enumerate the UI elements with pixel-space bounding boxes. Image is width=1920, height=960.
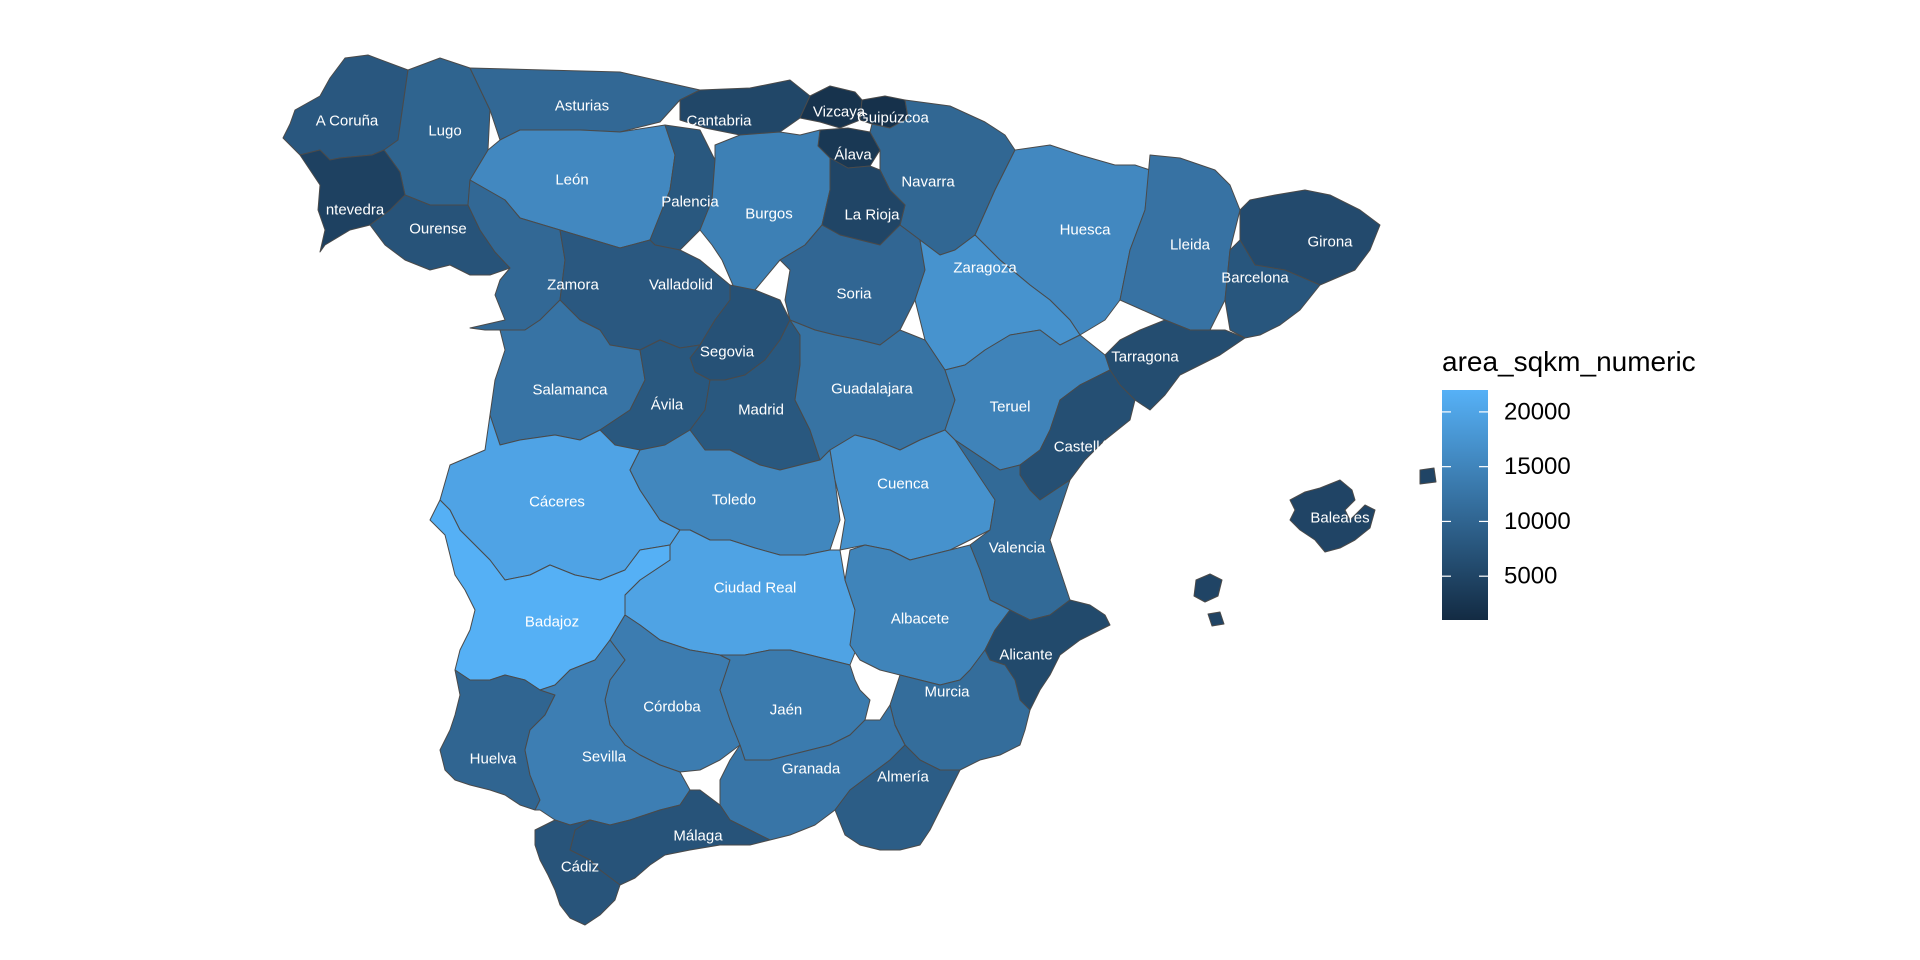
legend-ticks: 20000 15000 10000 5000 [1442, 398, 1571, 590]
province-lleida [1119, 154, 1241, 331]
province-almeria [834, 724, 961, 851]
province-label-granada: Granada [782, 761, 841, 778]
province-label-a-coruna: A Coruña [316, 113, 379, 130]
province-label-vizcaya: Vizcaya [813, 104, 866, 121]
province-label-barcelona: Barcelona [1221, 270, 1289, 287]
province-label-tarragona: Tarragona [1111, 349, 1179, 366]
legend: area_sqkm_numeric 20000 15000 10000 5000 [1442, 346, 1696, 620]
province-label-huesca: Huesca [1060, 222, 1112, 239]
province-baleares [1289, 479, 1376, 553]
province-label-cordoba: Córdoba [643, 699, 701, 716]
province-label-alava: Álava [834, 147, 872, 164]
province-baleares-island-3 [1207, 611, 1225, 627]
province-label-avila: Ávila [651, 397, 684, 414]
legend-tick-label: 15000 [1504, 453, 1571, 480]
province-label-teruel: Teruel [990, 399, 1031, 416]
legend-tick-label: 10000 [1504, 508, 1571, 535]
province-label-sevilla: Sevilla [582, 749, 627, 766]
province-labels: A Coruña Lugo Asturias Cantabria VizcayaGuip… [316, 98, 1370, 876]
province-label-baleares: Baleares [1310, 510, 1369, 527]
province-label-albacete: Albacete [891, 611, 949, 628]
province-label-alicante: Alicante [999, 647, 1052, 664]
province-label-asturias: Asturias [555, 98, 609, 115]
province-label-malaga: Málaga [673, 828, 723, 845]
province-label-navarra: Navarra [901, 174, 955, 191]
province-label-soria: Soria [836, 286, 872, 303]
province-label-ciudad-real: Ciudad Real [714, 580, 797, 597]
province-label-guipuzcoa: Guipúzcoa [857, 110, 929, 127]
province-malaga [569, 789, 771, 886]
province-label-salamanca: Salamanca [532, 382, 608, 399]
province-label-castellon: Castellón [1054, 439, 1117, 456]
province-toledo [629, 429, 841, 556]
province-label-cuenca: Cuenca [877, 476, 929, 493]
province-label-palencia: Palencia [661, 194, 719, 211]
province-label-jaen: Jaén [770, 702, 803, 719]
legend-tick-label: 20000 [1504, 398, 1571, 425]
province-baleares-island-1 [1419, 467, 1437, 485]
province-label-lugo: Lugo [428, 123, 461, 140]
province-tarragona [1104, 319, 1246, 411]
province-label-leon: León [555, 172, 588, 189]
province-label-madrid: Madrid [738, 402, 784, 419]
province-label-valladolid: Valladolid [649, 277, 713, 294]
province-label-toledo: Toledo [712, 492, 756, 509]
province-label-almeria: Almería [877, 769, 929, 786]
province-baleares-island-2 [1193, 573, 1223, 603]
province-label-segovia: Segovia [700, 344, 755, 361]
province-label-lleida: Lleida [1170, 237, 1211, 254]
legend-colorbar [1442, 390, 1488, 620]
province-label-la-rioja: La Rioja [844, 207, 900, 224]
province-label-girona: Girona [1307, 234, 1353, 251]
province-label-guadalajara: Guadalajara [831, 381, 913, 398]
province-label-caceres: Cáceres [529, 494, 585, 511]
province-label-murcia: Murcia [924, 684, 970, 701]
legend-title: area_sqkm_numeric [1442, 346, 1696, 377]
province-regions [282, 54, 1437, 926]
province-label-ourense: Ourense [409, 221, 467, 238]
province-barcelona [1224, 239, 1321, 339]
province-label-pontevedra: ntevedra [326, 202, 385, 219]
province-asturias [469, 67, 701, 141]
province-label-huelva: Huelva [470, 751, 517, 768]
province-label-cadiz: Cádiz [561, 859, 599, 876]
province-label-cantabria: Cantabria [686, 113, 752, 130]
province-a-coruna [282, 54, 409, 161]
province-label-zamora: Zamora [547, 277, 599, 294]
province-label-valencia: Valencia [989, 540, 1046, 557]
legend-tick-label: 5000 [1504, 563, 1557, 590]
province-label-zaragoza: Zaragoza [953, 260, 1017, 277]
province-label-burgos: Burgos [745, 206, 793, 223]
province-cadiz [534, 819, 621, 926]
province-label-badajoz: Badajoz [525, 614, 579, 631]
